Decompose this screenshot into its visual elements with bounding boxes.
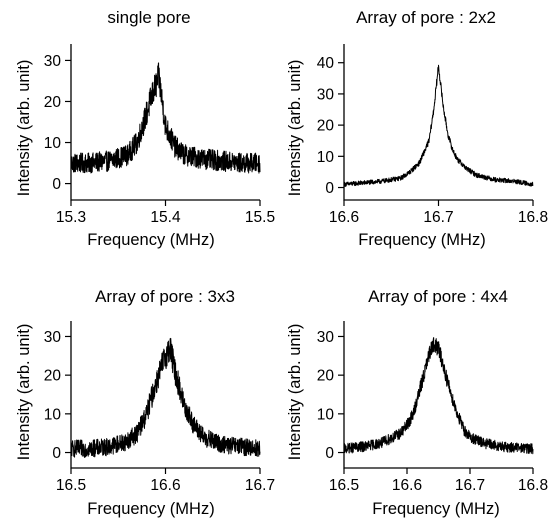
x-tick-label: 15.3 bbox=[56, 209, 86, 226]
y-tick-label: 20 bbox=[44, 368, 62, 385]
x-axis-label: Frequency (MHz) bbox=[87, 500, 214, 518]
x-axis-label: Frequency (MHz) bbox=[358, 231, 485, 249]
y-tick-label: 20 bbox=[44, 94, 62, 111]
y-tick-label: 0 bbox=[325, 180, 334, 197]
x-tick-label: 16.5 bbox=[56, 477, 86, 494]
y-axis-label: Intensity (arb. unit) bbox=[286, 324, 304, 461]
y-tick-label: 30 bbox=[317, 86, 335, 103]
panel-title: Array of pore : 2x2 bbox=[356, 8, 496, 27]
panel-array-4x4: Array of pore : 4x4 Intensity (arb. unit… bbox=[286, 287, 548, 518]
x-tick-label: 15.4 bbox=[150, 209, 181, 226]
panel-title: Array of pore : 4x4 bbox=[368, 287, 508, 306]
spectrum-trace bbox=[70, 337, 261, 458]
y-tick-label: 0 bbox=[52, 176, 61, 193]
x-tick-label: 16.7 bbox=[455, 477, 485, 494]
y-tick-label: 10 bbox=[44, 406, 62, 423]
x-tick-label: 15.5 bbox=[245, 209, 275, 226]
panel-single-pore: single pore Intensity (arb. unit) Freque… bbox=[15, 8, 275, 249]
y-tick-label: 20 bbox=[317, 368, 335, 385]
x-tick-label: 16.6 bbox=[392, 477, 422, 494]
spectrum-trace bbox=[70, 62, 261, 174]
y-tick-label: 0 bbox=[52, 445, 61, 462]
panel-array-3x3: Array of pore : 3x3 Intensity (arb. unit… bbox=[15, 287, 275, 518]
y-tick-label: 10 bbox=[44, 135, 62, 152]
x-tick-label: 16.6 bbox=[329, 209, 359, 226]
y-tick-label: 20 bbox=[317, 118, 335, 135]
y-axis-label: Intensity (arb. unit) bbox=[15, 324, 33, 461]
y-tick-label: 0 bbox=[325, 445, 334, 462]
y-tick-label: 30 bbox=[44, 329, 62, 346]
y-tick-label: 10 bbox=[317, 149, 335, 166]
y-tick-label: 40 bbox=[317, 55, 335, 72]
x-axis-label: Frequency (MHz) bbox=[87, 231, 214, 249]
panel-title: Array of pore : 3x3 bbox=[95, 287, 235, 306]
y-tick-label: 30 bbox=[317, 329, 335, 346]
panel-array-2x2: Array of pore : 2x2 Intensity (arb. unit… bbox=[286, 8, 548, 249]
x-tick-label: 16.8 bbox=[518, 477, 548, 494]
y-axis-label: Intensity (arb. unit) bbox=[15, 60, 33, 197]
spectrum-trace bbox=[343, 64, 534, 188]
x-tick-label: 16.8 bbox=[518, 209, 548, 226]
x-tick-label: 16.6 bbox=[150, 477, 180, 494]
y-axis-label: Intensity (arb. unit) bbox=[286, 60, 304, 197]
y-tick-label: 30 bbox=[44, 53, 62, 70]
x-tick-label: 16.7 bbox=[423, 209, 453, 226]
x-axis-label: Frequency (MHz) bbox=[372, 500, 499, 518]
y-tick-label: 10 bbox=[317, 406, 335, 423]
x-tick-label: 16.7 bbox=[245, 477, 275, 494]
spectrum-trace bbox=[343, 337, 534, 455]
x-tick-label: 16.5 bbox=[329, 477, 359, 494]
panel-title: single pore bbox=[107, 8, 190, 27]
